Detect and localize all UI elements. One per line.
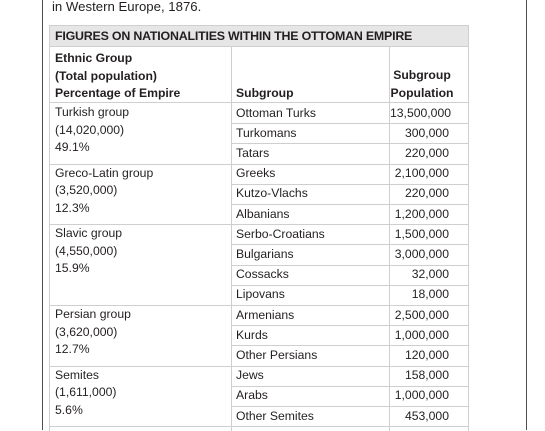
row-divider [232, 284, 468, 286]
subgroup-name: Turkomans [236, 125, 297, 140]
row-divider [232, 123, 468, 125]
group-name: Semites [55, 367, 100, 382]
table-title: FIGURES ON NATIONALITIES WITHIN THE OTTO… [55, 29, 413, 43]
group-percent: 5.6% [55, 402, 83, 417]
group-total: (4,550,000) [55, 243, 118, 258]
group-percent: 12.7% [55, 342, 90, 357]
caption-text: in Western Europe, 1876. [52, 0, 202, 14]
group-divider [50, 365, 468, 367]
column-divider [389, 47, 390, 431]
subgroup-population: 1,000,000 [394, 388, 449, 403]
subgroup-name: Greeks [236, 166, 276, 181]
subgroup-name: Bulgarians [236, 246, 294, 261]
subgroup-population: 13,500,000 [390, 105, 451, 120]
page-frame-right [526, 0, 527, 430]
subgroup-name: Jews [236, 368, 264, 383]
group-name: Turkish group [55, 105, 130, 119]
subgroup-name: Serbo-Croatians [236, 226, 325, 241]
subgroup-name: Albanians [236, 206, 290, 221]
group-divider [50, 224, 468, 226]
subgroup-name: Ottoman Turks [236, 105, 316, 120]
table-title-bar: FIGURES ON NATIONALITIES WITHIN THE OTTO… [50, 26, 468, 47]
subgroup-population: 158,000 [404, 368, 449, 383]
subgroup-population: 300,000 [404, 125, 449, 140]
subgroup-population: 32,000 [411, 267, 449, 282]
row-divider [232, 385, 468, 387]
nationalities-table: FIGURES ON NATIONALITIES WITHIN THE OTTO… [49, 25, 469, 431]
subgroup-population: 2,100,000 [394, 166, 449, 181]
subgroup-population: 220,000 [404, 145, 449, 160]
header-divider [50, 102, 468, 103]
subgroup-population: 220,000 [404, 186, 449, 201]
row-divider [232, 143, 468, 145]
subgroup-name: Kurds [236, 327, 268, 342]
row-divider [232, 204, 468, 205]
subgroup-population: 1,000,000 [394, 327, 449, 342]
subgroup-name: Tatars [236, 145, 270, 160]
group-total: (3,620,000) [55, 324, 118, 339]
row-divider [232, 406, 468, 407]
subgroup-name: Other Semites [236, 408, 314, 423]
subgroup-name: Cossacks [236, 267, 289, 282]
group-total: (1,611,000) [55, 385, 117, 400]
group-percent: 15.9% [55, 261, 90, 276]
subgroup-name: Armenians [236, 307, 295, 322]
group-name: Slavic group [55, 226, 123, 241]
row-divider [232, 183, 468, 185]
column-divider [231, 47, 232, 431]
subgroup-population: 3,000,000 [394, 246, 449, 261]
subgroup-population: 1,200,000 [394, 206, 449, 221]
group-divider [50, 426, 468, 428]
subgroup-name: Kutzo-Vlachs [236, 186, 308, 201]
group-total: (3,520,000) [55, 183, 118, 198]
header-subgroup: Subgroup [236, 86, 294, 100]
subgroup-population: 18,000 [411, 287, 449, 302]
group-divider [50, 163, 468, 165]
subgroup-population: 453,000 [404, 408, 449, 423]
subgroup-name: Other Persians [236, 347, 318, 362]
subgroup-population: 2,500,000 [394, 307, 449, 322]
subgroup-population: 1,500,000 [394, 226, 449, 241]
row-divider [232, 325, 468, 327]
row-divider [232, 244, 468, 246]
page-frame-left [42, 0, 43, 430]
header-ethnic-group: Ethnic Group (Total population) Percenta… [55, 51, 181, 101]
group-percent: 49.1% [55, 140, 90, 155]
group-percent: 12.3% [55, 200, 90, 215]
group-total: (14,020,000) [55, 122, 125, 137]
subgroup-name: Lipovans [236, 287, 285, 302]
group-name: Persian group [55, 307, 131, 321]
header-population: Subgroup Population [390, 68, 454, 100]
row-divider [232, 264, 468, 266]
row-divider [232, 345, 468, 347]
subgroup-population: 120,000 [404, 347, 449, 362]
group-divider [50, 305, 468, 306]
subgroup-name: Arabs [236, 388, 268, 403]
group-name: Greco-Latin group [55, 165, 154, 180]
